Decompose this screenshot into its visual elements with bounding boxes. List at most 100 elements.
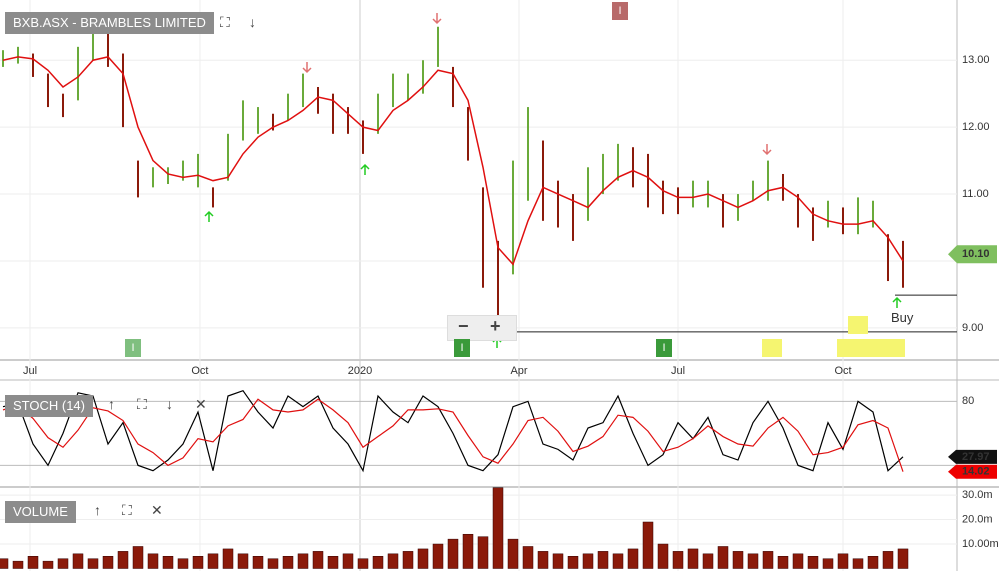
sell-arrow — [302, 62, 312, 74]
expand-icon[interactable]: ⛶ — [122, 502, 132, 518]
volume-bar — [132, 546, 144, 569]
y-tick-label: 12.00 — [962, 121, 990, 133]
volume-bar — [762, 551, 774, 569]
buy-annotation: Buy — [891, 310, 914, 325]
stoch-title: STOCH (14) — [5, 395, 93, 417]
buy-arrow — [360, 163, 370, 175]
volume-bar — [657, 543, 669, 569]
volume-bar — [867, 556, 879, 569]
volume-bar — [477, 536, 489, 569]
volume-bar — [432, 543, 444, 569]
volume-bar — [147, 553, 159, 569]
volume-bar — [0, 558, 9, 569]
volume-bar — [222, 548, 234, 569]
volume-bar — [282, 556, 294, 569]
volume-bar — [897, 548, 909, 569]
volume-bar — [822, 558, 834, 569]
stoch-line — [2, 398, 904, 472]
buy-arrow — [892, 296, 902, 308]
volume-bar — [807, 556, 819, 569]
x-tick-label: 2020 — [348, 365, 372, 377]
volume-bar — [87, 558, 99, 569]
volume-bar — [702, 553, 714, 569]
value-marker — [948, 449, 997, 464]
volume-bar — [417, 548, 429, 569]
note-icon[interactable] — [848, 316, 868, 334]
close-icon[interactable]: ✕ — [195, 396, 207, 412]
volume-bar — [177, 558, 189, 569]
volume-bar — [687, 548, 699, 569]
volume-title: VOLUME — [5, 501, 76, 523]
volume-bar — [507, 538, 519, 569]
stoch-line — [2, 389, 904, 473]
value-marker-label: 27.97 — [962, 451, 990, 463]
price-marker-label: 10.10 — [962, 248, 990, 260]
note-icon[interactable] — [762, 339, 782, 357]
volume-bar — [492, 487, 504, 569]
volume-bar — [252, 556, 264, 569]
zoom-out[interactable]: − — [458, 316, 469, 336]
volume-bar — [747, 553, 759, 569]
volume-bar — [552, 553, 564, 569]
volume-bar — [462, 533, 474, 569]
event-badge[interactable]: I — [125, 339, 141, 357]
volume-bar — [327, 556, 339, 569]
signals — [204, 13, 902, 348]
volume-bar — [837, 553, 849, 569]
up-icon[interactable]: ↑ — [108, 396, 115, 412]
volume-bar — [777, 556, 789, 569]
volume-bar — [27, 556, 39, 569]
x-tick-label: Jul — [671, 365, 685, 377]
up-icon[interactable]: ↑ — [94, 502, 101, 518]
volume-bar — [237, 553, 249, 569]
volume-bar — [882, 551, 894, 569]
volume-bar — [567, 556, 579, 569]
volume-bar — [717, 546, 729, 569]
buy-arrow — [204, 210, 214, 222]
note-icons[interactable] — [837, 339, 905, 357]
moving-average — [2, 56, 904, 266]
volume-bar — [672, 551, 684, 569]
volume-bar — [192, 556, 204, 569]
volume-bar — [162, 556, 174, 569]
zoom-in[interactable]: + — [490, 316, 501, 336]
event-badge[interactable]: I — [656, 339, 672, 357]
volume-bar — [582, 553, 594, 569]
y-tick-label: 80 — [962, 395, 974, 407]
volume-bar — [597, 551, 609, 569]
volume-bar — [627, 548, 639, 569]
volume-bar — [102, 556, 114, 569]
sell-arrow — [432, 13, 442, 25]
chart-title: BXB.ASX - BRAMBLES LIMITED — [5, 12, 214, 34]
volume-bar — [312, 551, 324, 569]
y-tick-label: 9.00 — [962, 322, 983, 334]
volume-bar — [792, 553, 804, 569]
volume-bar — [402, 551, 414, 569]
expand-icon[interactable]: ⛶ — [220, 14, 230, 30]
down-icon[interactable]: ↓ — [249, 14, 256, 30]
value-marker — [948, 464, 997, 479]
down-icon[interactable]: ↓ — [166, 396, 173, 412]
zoom-controls: − + — [447, 315, 517, 341]
close-icon[interactable]: ✕ — [151, 502, 163, 518]
volume-bar — [342, 553, 354, 569]
y-tick-label: 20.0m — [962, 513, 993, 525]
y-tick-label: 13.00 — [962, 54, 990, 66]
volume-bar — [72, 553, 84, 569]
event-badge[interactable]: I — [612, 2, 628, 20]
expand-icon[interactable]: ⛶ — [137, 396, 147, 412]
sell-arrow — [762, 144, 772, 156]
volume-bar — [57, 558, 69, 569]
volume-bar — [522, 546, 534, 569]
x-tick-label: Jul — [23, 365, 37, 377]
volume-bar — [852, 558, 864, 569]
event-badge[interactable]: I — [454, 339, 470, 357]
volume-bar — [12, 560, 24, 569]
volume-bar — [207, 553, 219, 569]
volume-bar — [537, 551, 549, 569]
volume-bar — [42, 560, 54, 569]
y-tick-label: 11.00 — [962, 188, 989, 200]
volume-bar — [357, 558, 369, 569]
